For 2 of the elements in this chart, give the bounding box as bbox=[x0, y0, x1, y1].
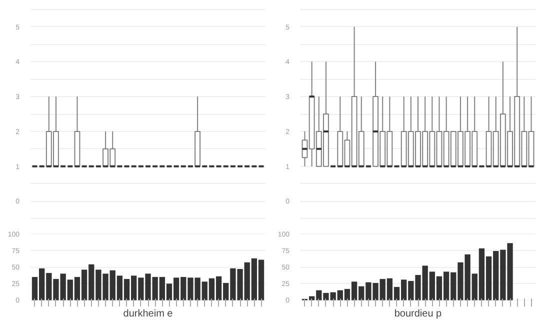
x-axis-title: durkheim e bbox=[123, 308, 174, 320]
x-axis-title: bourdieu p bbox=[394, 308, 442, 320]
